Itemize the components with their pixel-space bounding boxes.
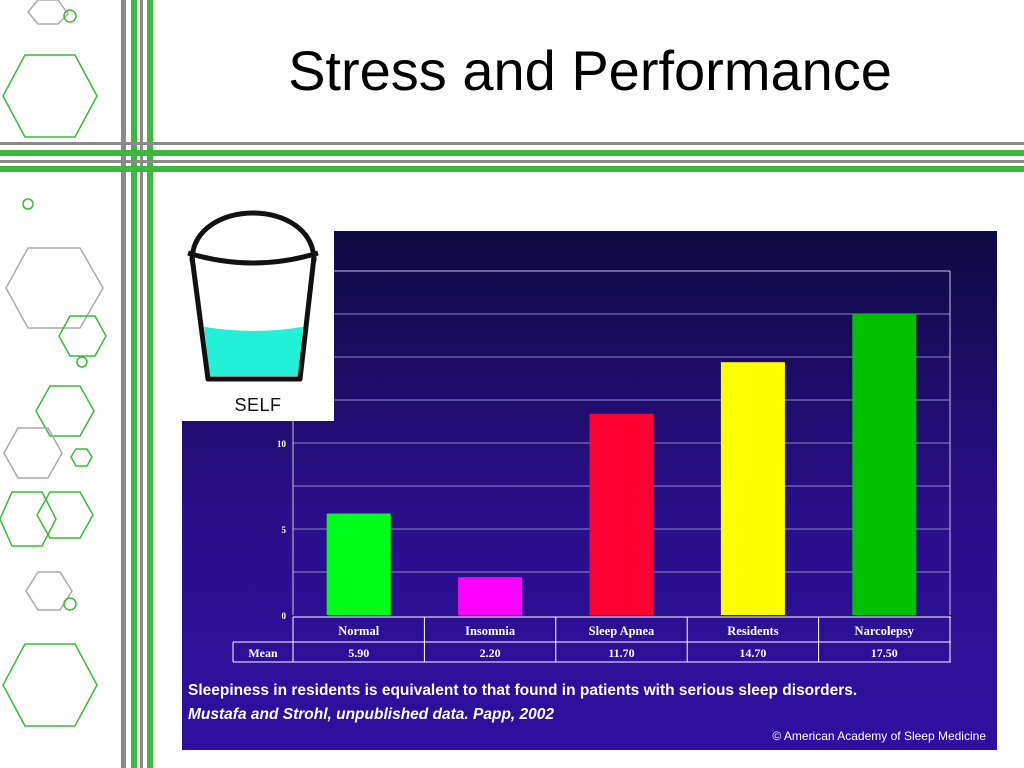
hexagon-icon bbox=[0, 491, 57, 547]
hexagon-icon bbox=[2, 54, 98, 138]
table-value: 17.50 bbox=[871, 646, 898, 660]
hexagon-icon bbox=[25, 571, 73, 611]
hexagon-icon bbox=[27, 0, 69, 25]
bar bbox=[458, 577, 523, 615]
bucket-rim bbox=[187, 250, 319, 266]
horizontal-stripe-gray-top bbox=[0, 142, 1024, 145]
circle-icon bbox=[76, 356, 88, 368]
hexagon-icon bbox=[2, 643, 98, 727]
horizontal-stripe-green bbox=[0, 150, 1024, 156]
vertical-stripe-gray-left bbox=[121, 0, 126, 768]
circle-icon bbox=[22, 198, 34, 210]
table-value: 2.20 bbox=[480, 646, 501, 660]
category-label: Normal bbox=[338, 624, 379, 638]
caption-source: Mustafa and Strohl, unpublished data. Pa… bbox=[188, 706, 555, 723]
hexagon-icon bbox=[35, 385, 95, 437]
bucket-label: SELF bbox=[234, 395, 282, 415]
bar bbox=[589, 413, 654, 615]
bucket-water bbox=[204, 326, 303, 376]
vertical-stripe-green-right bbox=[147, 0, 153, 768]
table-row-label: Mean bbox=[248, 646, 278, 660]
horizontal-stripe-green-low bbox=[0, 166, 1024, 172]
bucket-icon bbox=[187, 210, 319, 382]
caption-main: Sleepiness in residents is equivalent to… bbox=[188, 682, 858, 699]
category-label: Residents bbox=[727, 624, 779, 638]
vertical-stripe-gray-mid bbox=[140, 0, 143, 768]
y-tick-label: 10 bbox=[277, 439, 287, 449]
hexagon-icon bbox=[36, 491, 94, 539]
bar bbox=[326, 513, 391, 615]
bucket-handle bbox=[189, 210, 317, 262]
y-tick-label: 0 bbox=[282, 611, 287, 621]
hexagon-icon bbox=[5, 247, 104, 329]
table-value: 11.70 bbox=[608, 646, 634, 660]
copyright-notice: © American Academy of Sleep Medicine bbox=[772, 729, 986, 743]
y-tick-label: 5 bbox=[282, 525, 287, 535]
table-value: 14.70 bbox=[739, 646, 766, 660]
bar bbox=[852, 314, 917, 615]
hexagon-icon bbox=[70, 448, 93, 467]
slide-title: Stress and Performance bbox=[288, 39, 892, 102]
bar bbox=[720, 362, 785, 615]
circle-icon bbox=[63, 9, 77, 23]
self-bucket: SELF bbox=[182, 201, 334, 421]
category-label: Narcolepsy bbox=[855, 624, 915, 638]
category-label: Insomnia bbox=[465, 624, 516, 638]
category-label: Sleep Apnea bbox=[589, 624, 655, 638]
vertical-stripe-green bbox=[131, 0, 137, 768]
hexagon-icon bbox=[58, 315, 107, 357]
horizontal-stripe-gray-mid bbox=[0, 160, 1024, 163]
hexagon-icon bbox=[3, 427, 63, 479]
circle-icon bbox=[63, 597, 77, 611]
bucket-outline bbox=[189, 256, 317, 382]
table-value: 5.90 bbox=[348, 646, 369, 660]
